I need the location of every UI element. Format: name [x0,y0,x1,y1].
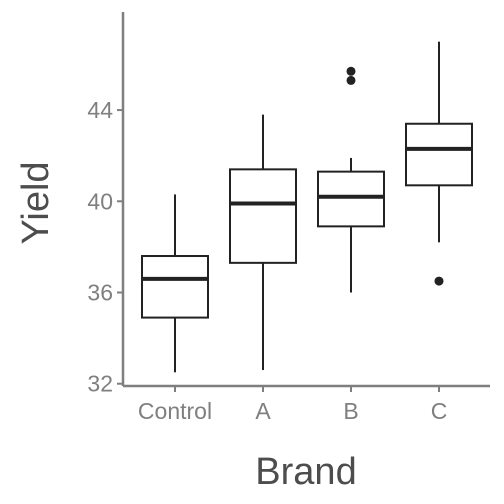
y-axis-title: Yield [15,161,57,244]
x-tick-label: C [431,398,448,424]
outlier-point [346,75,356,85]
x-tick-label: Control [138,398,212,424]
x-axis-title: Brand [255,451,356,493]
outlier-point [346,66,356,76]
box-iqr [317,170,385,228]
y-tick-label: 36 [87,280,113,306]
y-tick-label: 40 [87,188,113,214]
x-tick-label: A [255,398,271,424]
boxes-layer [141,41,473,373]
x-tick-label: B [343,398,358,424]
box-iqr [405,122,473,187]
box-group-b [317,66,385,293]
outlier-point [434,276,444,286]
y-tick-label: 44 [87,97,113,123]
y-tick-label: 32 [87,371,113,397]
y-axis: 32 36 40 44 [87,12,125,397]
x-axis: Control A B C [123,384,490,424]
box-group-c [405,41,473,286]
box-group-control [141,194,209,373]
box-iqr [229,168,297,264]
box-group-a [229,114,297,371]
box-iqr [141,255,209,319]
